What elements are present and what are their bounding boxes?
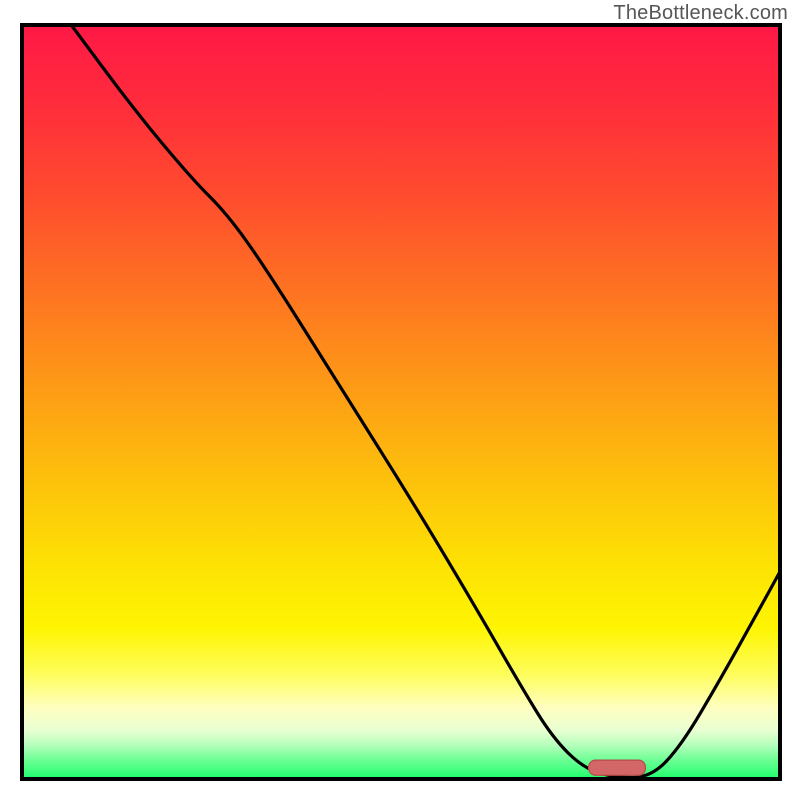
chart-svg (0, 0, 800, 800)
plot-background (22, 25, 780, 779)
optimal-marker (589, 760, 646, 775)
bottleneck-chart: TheBottleneck.com (0, 0, 800, 800)
watermark-text: TheBottleneck.com (613, 2, 788, 25)
